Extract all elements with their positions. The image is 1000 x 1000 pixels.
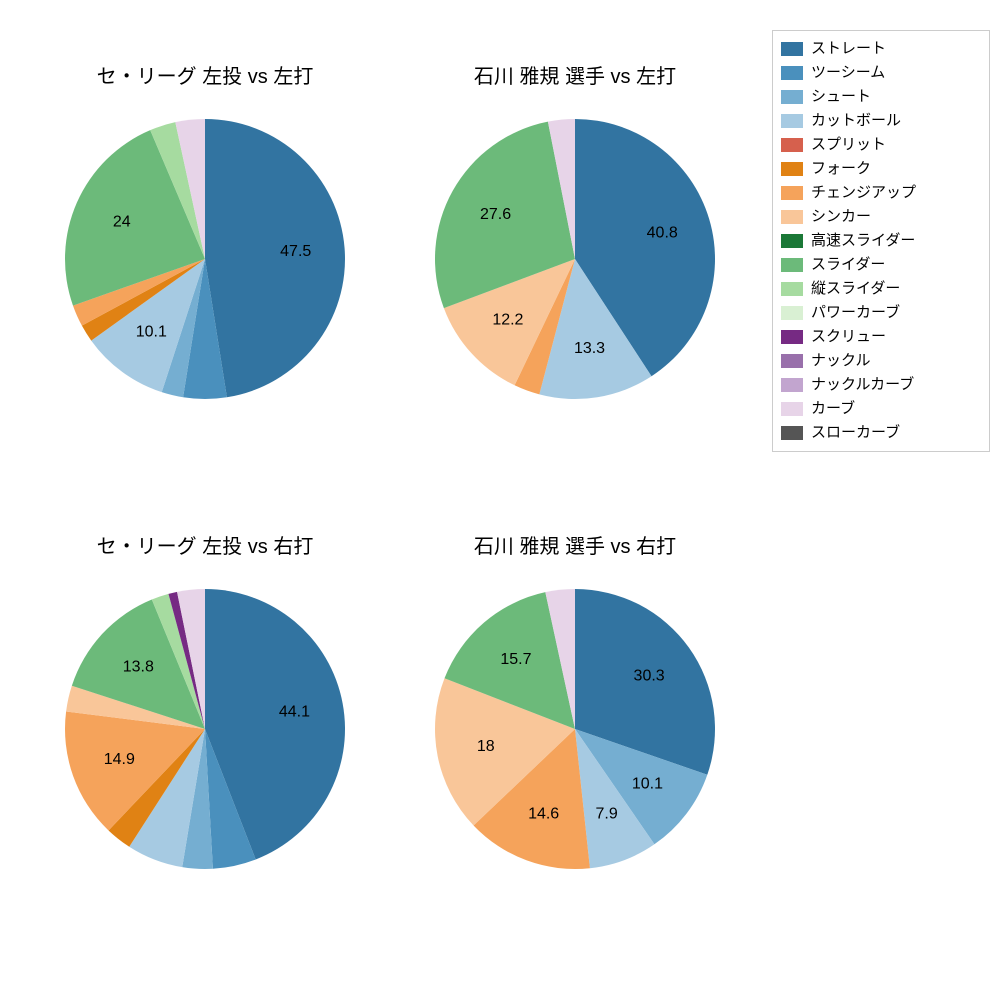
legend-swatch <box>781 378 803 392</box>
figure: セ・リーグ 左投 vs 左打 47.5 10.1 24 石川 雅規 選手 vs 左打 40… <box>0 0 1000 1000</box>
legend-swatch <box>781 114 803 128</box>
legend-label: 高速スライダー <box>811 229 915 253</box>
legend-label: フォーク <box>811 157 871 181</box>
legend-label: 縦スライダー <box>811 277 900 301</box>
slice-label: 10.1 <box>632 775 663 792</box>
legend-item: スクリュー <box>781 325 981 349</box>
legend-label: チェンジアップ <box>811 181 916 205</box>
legend-swatch <box>781 162 803 176</box>
pie-wrap: 40.8 13.3 12.2 27.6 <box>425 109 725 409</box>
slice-label: 13.3 <box>574 340 605 357</box>
legend-item: ナックルカーブ <box>781 373 981 397</box>
pie-wrap: 30.3 10.1 7.9 14.6 18 15.7 <box>425 579 725 879</box>
legend-swatch <box>781 66 803 80</box>
legend-swatch <box>781 138 803 152</box>
legend-label: パワーカーブ <box>811 301 900 325</box>
legend-item: チェンジアップ <box>781 181 981 205</box>
legend-swatch <box>781 330 803 344</box>
legend-item: カットボール <box>781 109 981 133</box>
slice-label: 15.7 <box>500 651 531 668</box>
legend-swatch <box>781 186 803 200</box>
legend-item: 縦スライダー <box>781 277 981 301</box>
chart-cell: 石川 雅規 選手 vs 右打 30.3 10.1 7.9 14.6 18 15.7 <box>400 530 750 960</box>
legend-item: ツーシーム <box>781 61 981 85</box>
slice-label: 30.3 <box>634 667 665 684</box>
legend-label: スプリット <box>811 133 886 157</box>
slice-label: 24 <box>113 214 131 231</box>
legend-item: カーブ <box>781 397 981 421</box>
chart-title: 石川 雅規 選手 vs 左打 <box>474 60 676 89</box>
legend-item: スローカーブ <box>781 421 981 445</box>
legend-swatch <box>781 90 803 104</box>
legend-item: パワーカーブ <box>781 301 981 325</box>
pie-chart: 47.5 10.1 24 <box>55 109 355 409</box>
legend-item: シンカー <box>781 205 981 229</box>
pie-chart: 30.3 10.1 7.9 14.6 18 15.7 <box>425 579 725 879</box>
slice-label: 47.5 <box>280 243 311 260</box>
slice-label: 13.8 <box>123 658 154 675</box>
slice-label: 40.8 <box>647 224 678 241</box>
legend-label: カーブ <box>811 397 855 421</box>
pie-slice <box>205 119 345 397</box>
legend-swatch <box>781 282 803 296</box>
legend-swatch <box>781 42 803 56</box>
legend-swatch <box>781 210 803 224</box>
legend-item: ストレート <box>781 37 981 61</box>
legend-label: シンカー <box>811 205 871 229</box>
slice-label: 12.2 <box>492 312 523 329</box>
legend: ストレートツーシームシュートカットボールスプリットフォークチェンジアップシンカー… <box>772 30 990 452</box>
legend-swatch <box>781 234 803 248</box>
legend-label: スクリュー <box>811 325 886 349</box>
legend-item: スプリット <box>781 133 981 157</box>
legend-swatch <box>781 258 803 272</box>
legend-label: スライダー <box>811 253 885 277</box>
legend-label: ナックルカーブ <box>811 373 914 397</box>
legend-swatch <box>781 354 803 368</box>
legend-swatch <box>781 306 803 320</box>
legend-label: ツーシーム <box>811 61 885 85</box>
legend-item: フォーク <box>781 157 981 181</box>
pie-wrap: 44.1 14.9 13.8 <box>55 579 355 879</box>
chart-cell: セ・リーグ 左投 vs 左打 47.5 10.1 24 <box>30 60 380 490</box>
pie-chart: 40.8 13.3 12.2 27.6 <box>425 109 725 409</box>
legend-label: ストレート <box>811 37 886 61</box>
slice-label: 14.6 <box>528 806 559 823</box>
legend-label: ナックル <box>811 349 871 373</box>
slice-label: 14.9 <box>104 751 135 768</box>
slice-label: 10.1 <box>136 324 167 341</box>
chart-cell: セ・リーグ 左投 vs 右打 44.1 14.9 13.8 <box>30 530 380 960</box>
legend-swatch <box>781 402 803 416</box>
pie-wrap: 47.5 10.1 24 <box>55 109 355 409</box>
legend-item: シュート <box>781 85 981 109</box>
legend-item: 高速スライダー <box>781 229 981 253</box>
chart-title: セ・リーグ 左投 vs 左打 <box>97 60 314 89</box>
slice-label: 18 <box>477 738 495 755</box>
legend-label: シュート <box>811 85 871 109</box>
slice-label: 7.9 <box>596 806 618 823</box>
slice-label: 44.1 <box>279 703 310 720</box>
chart-grid: セ・リーグ 左投 vs 左打 47.5 10.1 24 石川 雅規 選手 vs 左打 40… <box>30 60 750 960</box>
pie-chart: 44.1 14.9 13.8 <box>55 579 355 879</box>
slice-label: 27.6 <box>480 206 511 223</box>
legend-label: カットボール <box>811 109 901 133</box>
legend-label: スローカーブ <box>811 421 900 445</box>
chart-cell: 石川 雅規 選手 vs 左打 40.8 13.3 12.2 27.6 <box>400 60 750 490</box>
legend-item: スライダー <box>781 253 981 277</box>
legend-item: ナックル <box>781 349 981 373</box>
legend-swatch <box>781 426 803 440</box>
chart-title: 石川 雅規 選手 vs 右打 <box>474 530 676 559</box>
chart-title: セ・リーグ 左投 vs 右打 <box>97 530 314 559</box>
